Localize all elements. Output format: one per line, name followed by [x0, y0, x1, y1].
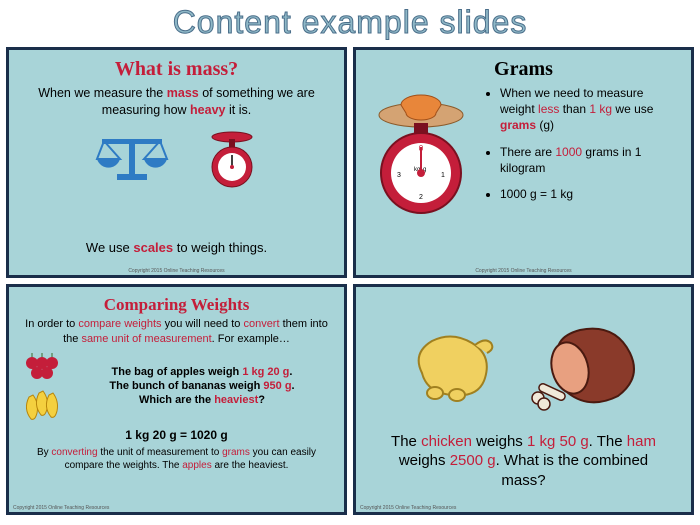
copyright: Copyright 2015 Online Teaching Resources: [13, 505, 109, 511]
panel3-question: The bag of apples weigh 1 kg 20 g. The b…: [70, 365, 334, 408]
svg-text:1: 1: [441, 172, 445, 179]
ham-icon: [530, 318, 650, 418]
balance-scale-icon: [92, 129, 172, 189]
panel2-bullets: When we need to measure weight less than…: [484, 85, 681, 212]
svg-text:3: 3: [397, 172, 401, 179]
svg-text:2: 2: [419, 194, 423, 201]
copyright: Copyright 2015 Online Teaching Resources: [360, 505, 456, 511]
panel-comparing-weights: Comparing Weights In order to compare we…: [6, 284, 347, 515]
panel3-equation: 1 kg 20 g = 1020 g: [19, 428, 334, 442]
panel4-text: The chicken weighs 1 kg 50 g. The ham we…: [366, 432, 681, 505]
panel-combined-mass: The chicken weighs 1 kg 50 g. The ham we…: [353, 284, 694, 515]
panel-what-is-mass: What is mass? When we measure the mass o…: [6, 47, 347, 278]
chicken-icon: [397, 323, 507, 413]
copyright: Copyright 2015 Online Teaching Resources: [475, 268, 571, 274]
copyright: Copyright 2015 Online Teaching Resources: [128, 268, 224, 274]
panel1-footer: We use scales to weigh things.: [19, 240, 334, 255]
panel-title: Grams: [366, 58, 681, 81]
slides-grid: What is mass? When we measure the mass o…: [0, 47, 700, 521]
panel1-body: When we measure the mass of something we…: [19, 85, 334, 119]
fruit-icon: [19, 349, 64, 424]
panel3-footer: By converting the unit of measurement to…: [19, 446, 334, 472]
panel-grams: Grams 0 1 2 3 kg g When we need to measu…: [353, 47, 694, 278]
panel-title: Comparing Weights: [19, 295, 334, 315]
page-title: Content example slides: [0, 0, 700, 47]
kitchen-scale-icon: 0 1 2 3 kg g: [366, 85, 476, 215]
panel-title: What is mass?: [19, 58, 334, 81]
weighing-scale-icon: [202, 129, 262, 189]
panel3-intro: In order to compare weights you will nee…: [19, 317, 334, 347]
